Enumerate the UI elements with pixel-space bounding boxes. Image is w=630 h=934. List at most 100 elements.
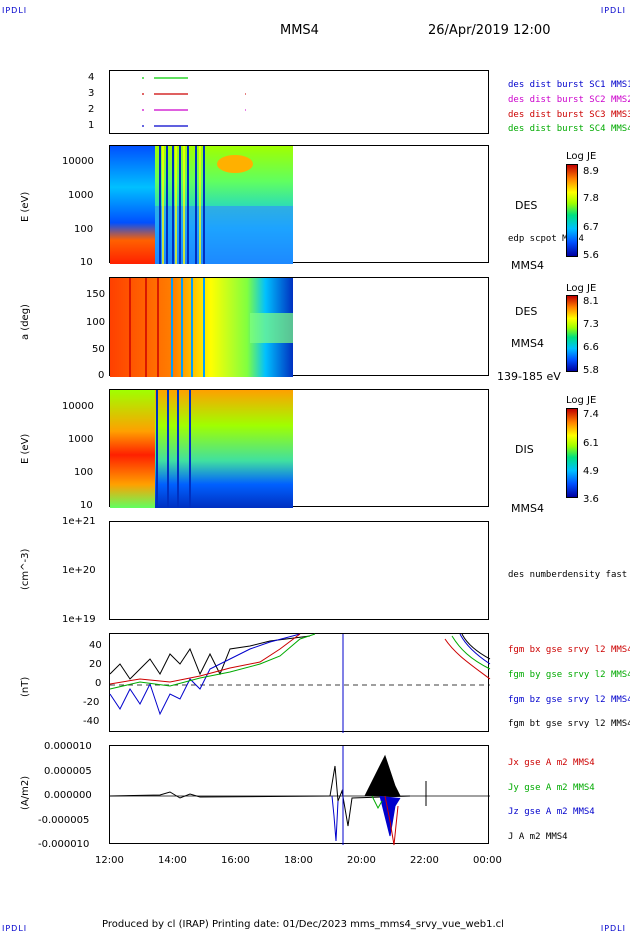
des-energy-spectrogram — [110, 146, 293, 264]
des-pitch-ylabel: a (deg) — [20, 304, 31, 340]
des-pitch-cbar-value: 6.6 — [583, 342, 599, 353]
dis-energy-cbar-title: Log JE — [566, 395, 597, 406]
current-ytick: 0.000005 — [44, 766, 92, 777]
time-tick: 20:00 — [347, 855, 376, 866]
des-pitch-spectrogram — [110, 278, 293, 377]
des-pitch-energy-range: 139-185 eV — [497, 370, 561, 383]
density-ytick: 1e+20 — [62, 565, 96, 576]
time-tick: 18:00 — [284, 855, 313, 866]
avail-ytick: 3 — [88, 88, 95, 99]
footer-credits: Produced by cl (IRAP) Printing date: 01/… — [102, 919, 504, 930]
des-pitch-cbar-value: 5.8 — [583, 365, 599, 376]
fgm-by-trace — [109, 633, 316, 690]
des-energy-ytick: 10 — [80, 257, 93, 268]
des-pitch-instrument: DES — [515, 305, 538, 318]
current-legend-jz: Jz gse A m2 MMS4 — [508, 807, 595, 817]
fgm-legend-bt: fgm bt gse srvy l2 MMS4 — [508, 719, 630, 729]
availability-bars — [142, 77, 246, 127]
des-pitch-colorbar — [566, 295, 578, 372]
fgm-ytick: 0 — [95, 678, 102, 689]
dis-energy-spectrogram — [110, 390, 293, 508]
des-pitch-sc-label: MMS4 — [511, 337, 544, 350]
des-energy-ytick: 1000 — [68, 190, 94, 201]
dis-energy-ytick: 100 — [74, 467, 94, 478]
des-pitch-cbar-value: 8.1 — [583, 296, 599, 307]
dis-energy-cbar-value: 3.6 — [583, 494, 599, 505]
current-plot — [109, 746, 490, 846]
fgm-panel — [109, 633, 491, 733]
fgm-legend-bz: fgm bz gse srvy l2 MMS4 — [508, 695, 630, 705]
current-legend-j: J A m2 MMS4 — [508, 832, 568, 842]
avail-legend-mms4: des dist burst SC4 MMS4 — [508, 124, 630, 134]
corner-label-top-left: IPDLI — [2, 6, 28, 15]
fgm-ytick: -20 — [83, 697, 100, 708]
avail-ytick: 4 — [88, 72, 95, 83]
availability-panel — [109, 70, 489, 134]
des-energy-cbar-title: Log JE — [566, 151, 597, 162]
des-energy-sc-label: MMS4 — [511, 259, 544, 272]
des-pitch-ytick: 100 — [86, 317, 106, 328]
current-ytick: -0.000005 — [38, 815, 90, 826]
dis-energy-ytick: 10 — [80, 500, 93, 511]
current-panel — [109, 745, 490, 846]
des-energy-instrument: DES — [515, 199, 538, 212]
fgm-bx-trace — [109, 633, 301, 685]
des-energy-ytick: 10000 — [62, 156, 94, 167]
density-ylabel: (cm^-3) — [20, 548, 31, 590]
des-energy-cbar-value: 5.6 — [583, 250, 599, 261]
des-energy-ytick: 100 — [74, 224, 94, 235]
current-legend-jy: Jy gse A m2 MMS4 — [508, 783, 595, 793]
des-energy-cbar-value: 7.8 — [583, 193, 599, 204]
time-tick: 12:00 — [95, 855, 124, 866]
dis-energy-sc-label: MMS4 — [511, 502, 544, 515]
current-ylabel: (A/m2) — [20, 775, 31, 810]
corner-label-bottom-left: IPDLI — [2, 924, 28, 933]
dis-energy-cbar-value: 6.1 — [583, 438, 599, 449]
fgm-ytick: -40 — [83, 716, 100, 727]
time-tick: 22:00 — [410, 855, 439, 866]
current-legend-jx: Jx gse A m2 MMS4 — [508, 758, 595, 768]
des-pitch-panel — [109, 277, 489, 377]
des-pitch-cbar-title: Log JE — [566, 283, 597, 294]
des-energy-panel — [109, 145, 489, 264]
density-ytick: 1e+19 — [62, 614, 96, 625]
fgm-ytick: 40 — [89, 640, 102, 651]
fgm-ylabel: (nT) — [20, 676, 31, 697]
dis-energy-ytick: 10000 — [62, 401, 94, 412]
des-energy-scpot-label: edp scpot MMS4 — [508, 234, 584, 244]
fgm-ytick: 20 — [89, 659, 102, 670]
des-pitch-ytick: 50 — [92, 344, 105, 355]
des-energy-colorbar — [566, 164, 578, 257]
avail-legend-mms2: des dist burst SC2 MMS2 — [508, 95, 630, 105]
spacecraft-title: MMS4 — [280, 23, 319, 38]
dis-energy-cbar-value: 7.4 — [583, 409, 599, 420]
avail-legend-mms1: des dist burst SC1 MMS1 — [508, 80, 630, 90]
des-energy-cbar-value: 6.7 — [583, 222, 599, 233]
dis-energy-colorbar — [566, 408, 578, 498]
dis-energy-ytick: 1000 — [68, 434, 94, 445]
current-ytick: 0.000000 — [44, 790, 92, 801]
dis-energy-panel — [109, 389, 489, 508]
dis-energy-cbar-value: 4.9 — [583, 466, 599, 477]
fgm-legend-by: fgm by gse srvy l2 MMS4 — [508, 670, 630, 680]
dis-energy-instrument: DIS — [515, 443, 534, 456]
avail-ytick: 2 — [88, 104, 95, 115]
avail-legend-mms3: des dist burst SC3 MMS3 — [508, 110, 630, 120]
corner-label-bottom-right: IPDLI — [600, 924, 626, 933]
time-tick: 14:00 — [158, 855, 187, 866]
current-ytick: -0.000010 — [38, 839, 90, 850]
dis-energy-ylabel: E (eV) — [20, 433, 31, 464]
des-energy-cbar-value: 8.9 — [583, 166, 599, 177]
fgm-bz-trace — [109, 633, 301, 716]
density-ytick: 1e+21 — [62, 516, 96, 527]
des-energy-ylabel: E (eV) — [20, 191, 31, 222]
fgm-legend-bx: fgm bx gse srvy l2 MMS4 — [508, 645, 630, 655]
des-pitch-ytick: 0 — [98, 370, 105, 381]
density-panel — [109, 521, 489, 620]
current-ytick: 0.000010 — [44, 741, 92, 752]
time-tick: 00:00 — [473, 855, 502, 866]
date-title: 26/Apr/2019 12:00 — [428, 23, 551, 38]
des-pitch-ytick: 150 — [86, 289, 106, 300]
avail-ytick: 1 — [88, 120, 95, 131]
time-tick: 16:00 — [221, 855, 250, 866]
